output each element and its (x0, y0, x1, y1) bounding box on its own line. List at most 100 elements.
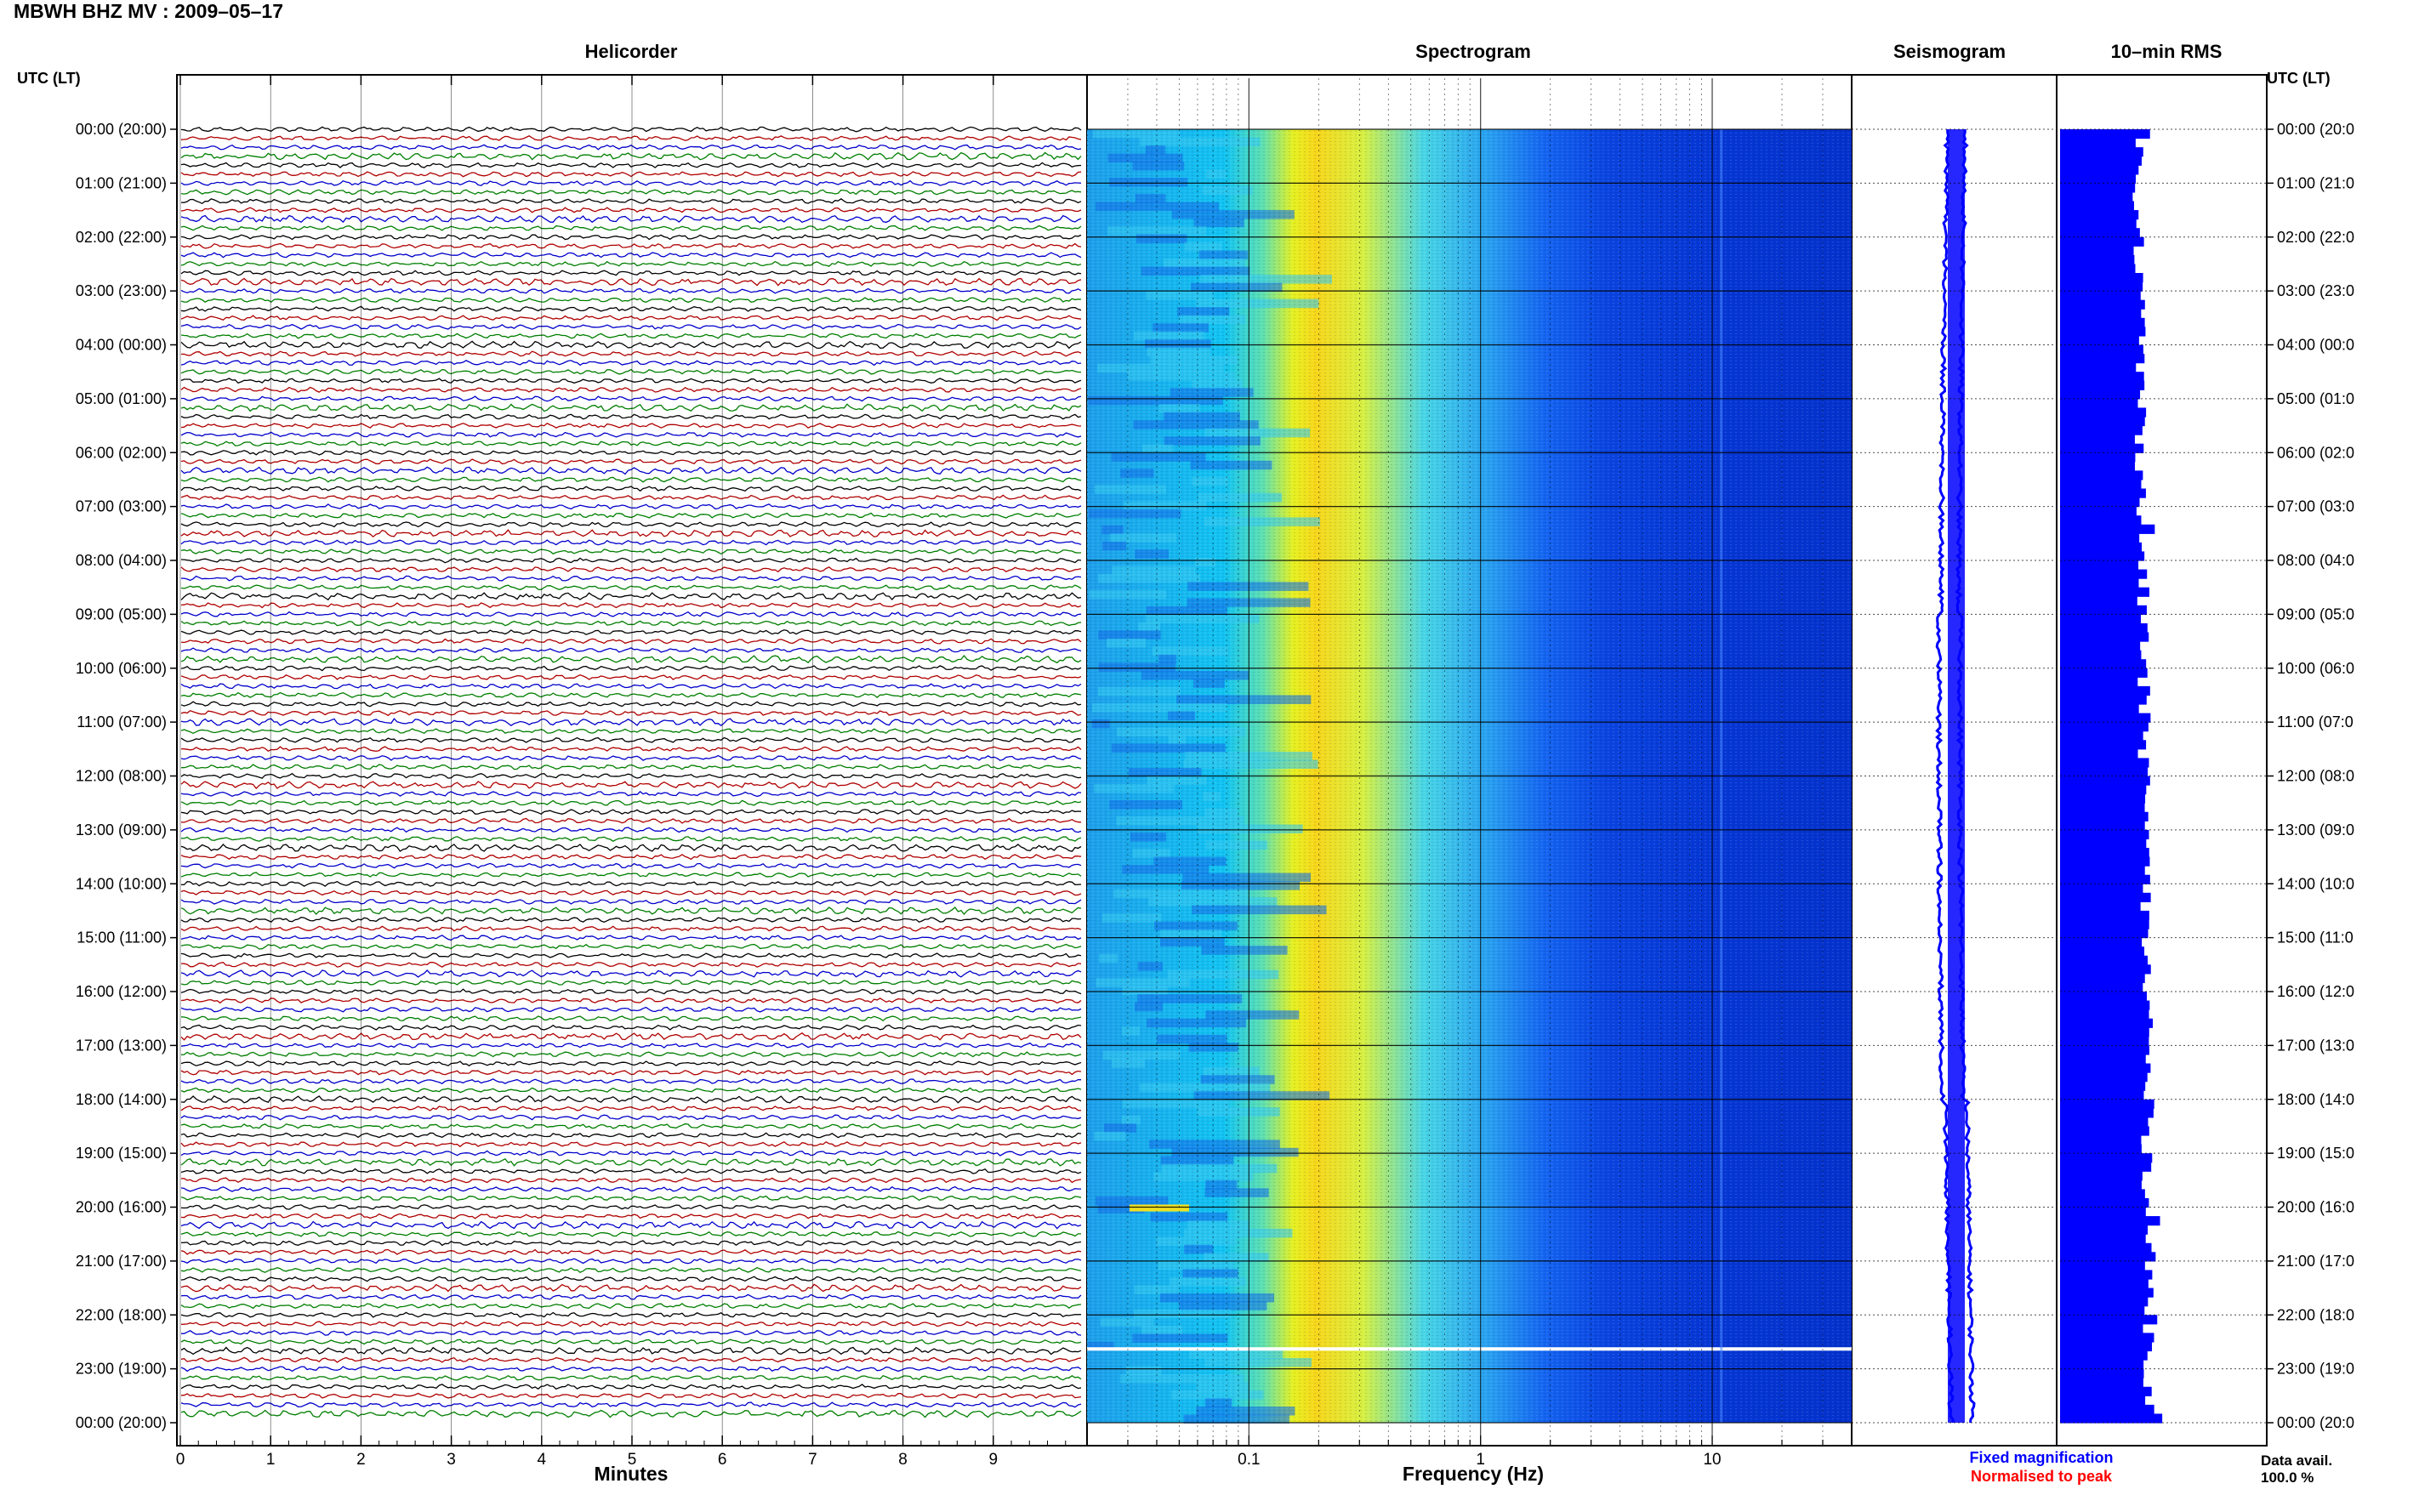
hour-label-right: 22:00 (18:0 (2277, 1306, 2354, 1323)
helicorder-trace (180, 916, 1082, 924)
helicorder-trace (180, 1231, 1081, 1237)
rms-bar (2060, 973, 2145, 984)
rms-bar (2060, 848, 2149, 858)
helicorder-trace (180, 287, 1082, 294)
helicorder-trace (180, 979, 1082, 986)
helicorder-trace (180, 1392, 1082, 1399)
rms-bar (2060, 1009, 2149, 1020)
rms-bar (2060, 354, 2145, 364)
rms-bar (2060, 578, 2139, 588)
helicorder-trace (180, 126, 1082, 133)
helicorder-trace (180, 323, 1082, 330)
hour-label-right: 06:00 (02:0 (2277, 444, 2354, 461)
helicorder-trace (180, 214, 1082, 224)
helicorder-trace (180, 817, 1082, 824)
hour-label-left: 20:00 (16:00) (76, 1199, 167, 1216)
rms-bar (2060, 470, 2143, 480)
hour-label-right: 17:00 (13:0 (2277, 1037, 2354, 1054)
hour-label-left: 09:00 (05:00) (76, 605, 167, 622)
helicorder-trace (180, 179, 1082, 186)
helicorder-trace (180, 709, 1082, 717)
rms-bar (2060, 1270, 2153, 1280)
rms-bar (2060, 542, 2143, 553)
hour-label-right: 00:00 (20:0 (2277, 121, 2354, 138)
rms-bar (2060, 1333, 2154, 1343)
rms-bar (2060, 668, 2148, 678)
hour-label-left: 00:00 (20:00) (76, 121, 167, 138)
helicorder-trace (180, 736, 1082, 743)
hour-label-left: 10:00 (06:00) (76, 660, 167, 677)
helicorder-trace (180, 665, 1082, 672)
helicorder-trace (180, 969, 1082, 978)
helicorder-trace (180, 791, 1082, 798)
hour-label-left: 11:00 (07:00) (77, 713, 167, 730)
hour-label-left: 12:00 (08:00) (76, 768, 167, 785)
legend-normalised: Normalised to peak (1970, 1468, 2113, 1485)
rms-bar (2060, 515, 2142, 526)
rms-bar (2060, 1072, 2148, 1083)
rms-bar (2060, 722, 2149, 732)
spectrogram-title: Spectrogram (1415, 41, 1531, 62)
hour-label-right: 07:00 (03:0 (2277, 498, 2354, 515)
rms-bar (2060, 659, 2147, 669)
helicorder-trace (180, 1283, 1082, 1293)
rms-bar (2060, 335, 2139, 346)
helicorder-trace (180, 952, 1082, 959)
rms-bar (2060, 309, 2142, 319)
legend-fixed: Fixed magnification (1969, 1449, 2114, 1466)
spectrogram-tick-label: 1 (1476, 1451, 1485, 1469)
hour-label-right: 01:00 (21:0 (2277, 174, 2354, 191)
seismogram-title: Seismogram (1893, 41, 2006, 62)
helicorder-trace (180, 935, 1082, 941)
helicorder-trace (180, 620, 1082, 627)
rms-bar (2060, 1279, 2149, 1289)
rms-bar (2060, 1386, 2152, 1396)
rms-bar (2060, 919, 2149, 929)
rms-bar (2060, 191, 2133, 202)
hour-label-left: 13:00 (09:00) (76, 821, 167, 838)
helicorder-trace (180, 772, 1082, 779)
hour-label-right: 23:00 (19:0 (2277, 1361, 2354, 1378)
hour-label-left: 03:00 (23:00) (76, 282, 167, 299)
hour-label-right: 19:00 (15:0 (2277, 1145, 2354, 1162)
rms-bar (2060, 497, 2140, 508)
helicorder-trace (180, 674, 1082, 680)
helicorder-trace (180, 350, 1082, 357)
helicorder-trace (180, 890, 1082, 896)
helicorder-trace (180, 1240, 1082, 1247)
helicorder-trace (180, 718, 1082, 727)
rms-bar (2060, 138, 2136, 148)
helicorder-trace (180, 880, 1082, 887)
helicorder-trace (180, 386, 1082, 393)
helicorder-trace (180, 252, 1082, 259)
rms-bar (2060, 425, 2143, 435)
rms-bar (2060, 776, 2150, 786)
rms-bar (2060, 210, 2139, 220)
rms-bar (2060, 874, 2150, 884)
rms-bar (2060, 1216, 2160, 1226)
rms-bar (2060, 992, 2148, 1002)
rms-bar (2060, 1063, 2151, 1073)
hour-label-left: 07:00 (03:00) (76, 498, 167, 515)
hour-label-left: 18:00 (14:00) (76, 1091, 167, 1108)
helicorder-trace (180, 135, 1082, 142)
rms-bar (2060, 156, 2142, 166)
helicorder-tick-label: 6 (718, 1451, 727, 1469)
helicorder-trace (180, 368, 1082, 375)
helicorder-trace (181, 1329, 1082, 1336)
helicorder-trace (180, 171, 1082, 178)
helicorder-trace (180, 1024, 1082, 1031)
helicorder-trace (180, 1060, 1082, 1067)
helicorder-trace (180, 512, 1082, 519)
helicorder-trace (180, 378, 1082, 384)
rms-bar (2060, 1171, 2143, 1181)
rms-bar (2060, 1350, 2148, 1361)
helicorder-trace (180, 1195, 1082, 1202)
rms-bar (2060, 1252, 2156, 1262)
helicorder-trace (180, 305, 1082, 312)
helicorder-trace (180, 277, 1082, 287)
helicorder-trace (180, 647, 1082, 654)
hour-label-right: 15:00 (11:0 (2277, 929, 2354, 946)
rms-bar (2060, 372, 2144, 382)
rms-bar (2060, 533, 2140, 543)
